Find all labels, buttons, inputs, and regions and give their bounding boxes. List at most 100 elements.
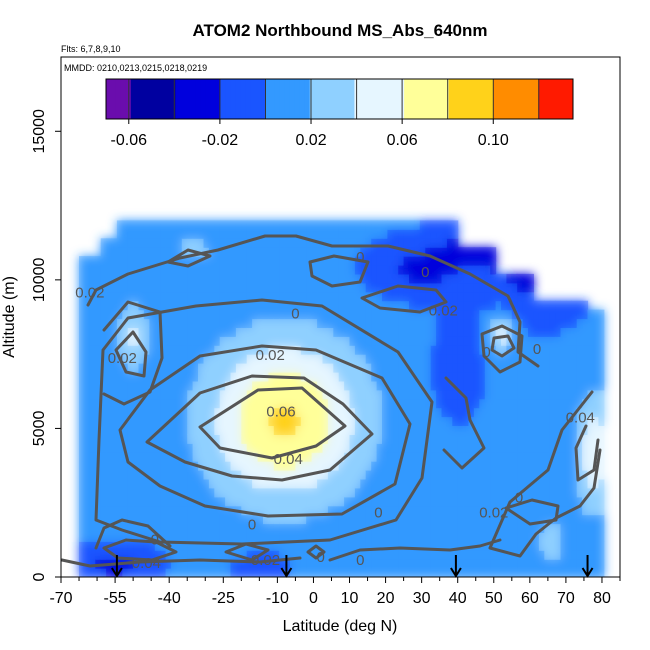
colorbar-segment [424, 79, 430, 119]
contour-label: -0.02 [246, 552, 280, 569]
colorbar-segment [225, 79, 231, 119]
x-tick-label: 10 [341, 590, 359, 607]
x-tick-label: 60 [521, 590, 539, 607]
contour-mid-right [360, 284, 448, 314]
x-axis-label: Latitude (deg N) [283, 618, 398, 635]
colorbar-segment [190, 79, 196, 119]
colorbar-segment [379, 79, 385, 119]
contour-label: 0 [248, 517, 256, 534]
contour-bottom-line [61, 556, 302, 568]
colorbar-segment [269, 79, 276, 119]
colorbar-segment [324, 79, 331, 119]
colorbar-segment [419, 79, 425, 119]
contour-top [86, 234, 540, 368]
colorbar-segment [558, 79, 564, 119]
colorbar-segment [414, 79, 420, 119]
x-tick-label: -10 [266, 590, 289, 607]
colorbar-segment [359, 79, 365, 119]
colorbar-segment [180, 79, 186, 119]
colorbar-segment [284, 79, 291, 119]
colorbar-segment [140, 79, 147, 119]
colorbar-segment [299, 79, 306, 119]
colorbar-segment [433, 79, 440, 119]
y-tick-label: 15000 [31, 109, 48, 154]
contour-top-loop [166, 248, 212, 268]
colorbar-segment [106, 79, 112, 119]
contour-left-small [114, 330, 148, 378]
colorbar-segment [150, 79, 157, 119]
x-tick-label: -40 [158, 590, 181, 607]
colorbar-segment [528, 79, 534, 119]
y-axis-label: Altitude (m) [1, 276, 18, 358]
colorbar-segment [448, 79, 455, 119]
colorbar-segment [160, 79, 167, 119]
colorbar-segment [563, 79, 569, 119]
colorbar-segment [548, 79, 554, 119]
contour-label: 0 [317, 549, 325, 566]
colorbar-segment [468, 79, 475, 119]
colorbar-segment [195, 79, 201, 119]
colorbar-segment [369, 79, 375, 119]
colorbar-segment [354, 79, 360, 119]
contour-lines [61, 234, 602, 568]
colorbar-segment [498, 79, 504, 119]
colorbar-segment [260, 79, 266, 119]
contour-label: 0.02 [479, 505, 508, 522]
colorbar-segment [309, 79, 316, 119]
colorbar-tick-label: -0.02 [202, 132, 239, 149]
colorbar-segment [304, 79, 311, 119]
colorbar-segment [240, 79, 246, 119]
flight-marker-arrowhead [581, 567, 594, 578]
colorbar-segment [200, 79, 206, 119]
colorbar-segment [155, 79, 162, 119]
colorbar-tick-label: 0.10 [478, 132, 509, 149]
contour-bottom-right [328, 538, 502, 562]
colorbar-segment [438, 79, 445, 119]
colorbar-segment [185, 79, 191, 119]
colorbar-segment [205, 79, 211, 119]
colorbar-segment [508, 79, 514, 119]
colorbar-segment [538, 79, 544, 119]
contour-label: 0.06 [266, 404, 295, 421]
flight-marker-arrowhead [111, 567, 123, 578]
x-tick-label: -25 [212, 590, 235, 607]
contour-label: 0.04 [274, 451, 303, 468]
colorbar-tick-label: -0.06 [111, 132, 148, 149]
colorbar-segment [478, 79, 485, 119]
flights-label: Flts: 6,7,8,9,10 [61, 44, 121, 54]
colorbar-segment [404, 79, 410, 119]
colorbar-segment [409, 79, 415, 119]
contour-label: 0 [151, 531, 159, 548]
contour-right-band [488, 390, 602, 558]
contour-bottom-mid [224, 542, 270, 562]
colorbar-segment [165, 79, 172, 119]
flight-markers [111, 555, 594, 578]
colorbar-segment [364, 79, 370, 119]
colorbar-segment [111, 79, 117, 119]
colorbar-segment [245, 79, 251, 119]
contour-right-blob [480, 324, 524, 374]
contour-right-mid [442, 376, 486, 470]
colorbar-segment [170, 79, 177, 119]
colorbar-segment [443, 79, 450, 119]
x-tick-label: -55 [104, 590, 127, 607]
colorbar-segment [349, 79, 355, 119]
x-tick-label: 40 [449, 590, 467, 607]
x-tick-label: 30 [413, 590, 431, 607]
x-axis: -70 -55 -40 -25 -10 0 10 20 30 40 50 60 70 80 [49, 577, 621, 607]
colorbar-segment [135, 79, 142, 119]
colorbar-segment [215, 79, 221, 119]
contour-label: 0.02 [256, 347, 285, 364]
colorbar-segment [463, 79, 470, 119]
colorbar-segment [289, 79, 296, 119]
contour-0.04 [145, 374, 374, 482]
contour-lower-left [94, 518, 172, 550]
colorbar-segment [145, 79, 152, 119]
colorbar-segment [339, 79, 345, 119]
plot-frame [60, 56, 621, 578]
flight-marker-arrowhead [450, 567, 462, 578]
colorbar-segment [175, 79, 182, 119]
colorbar-segment [533, 79, 539, 119]
y-tick-label: 10000 [31, 258, 48, 303]
